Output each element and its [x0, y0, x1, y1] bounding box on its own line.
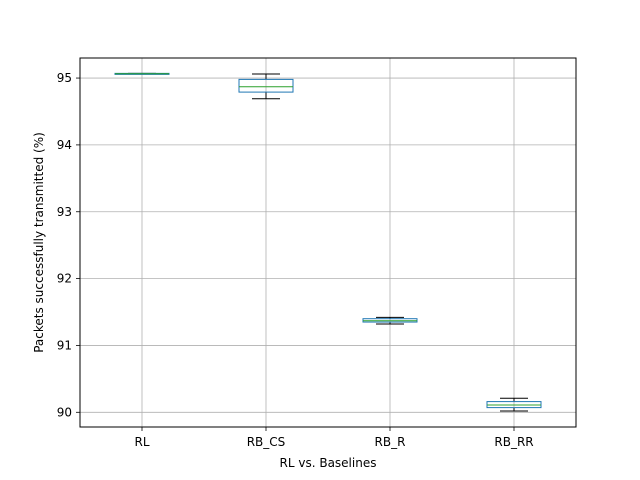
y-tick-label: 95 — [57, 71, 72, 85]
plot-area-frame — [79, 57, 577, 428]
y-tick-label: 90 — [57, 405, 72, 419]
y-tick-label: 93 — [57, 205, 72, 219]
x-axis-ticks: RL RB_CS RB_R RB_RR — [134, 427, 534, 449]
y-axis-label: Packets successfully transmitted (%) — [32, 132, 46, 353]
y-tick-label: 94 — [57, 138, 72, 152]
x-tick-label: RB_RR — [494, 435, 533, 449]
y-tick-label: 92 — [57, 272, 72, 286]
box-iqr — [238, 78, 294, 93]
box-rb-r — [362, 316, 418, 325]
box-rb-rr — [486, 397, 542, 412]
x-tick-label: RB_CS — [247, 435, 286, 449]
x-tick-label: RB_R — [375, 435, 406, 449]
box-rl — [114, 72, 170, 75]
y-axis-ticks: 90 91 92 93 94 95 — [57, 71, 80, 419]
y-tick-label: 91 — [57, 338, 72, 352]
x-axis-label: RL vs. Baselines — [280, 456, 377, 470]
box-plot-series — [114, 72, 542, 412]
x-tick-label: RL — [134, 435, 149, 449]
grid-lines — [80, 58, 576, 427]
box-rb-cs — [238, 73, 294, 100]
